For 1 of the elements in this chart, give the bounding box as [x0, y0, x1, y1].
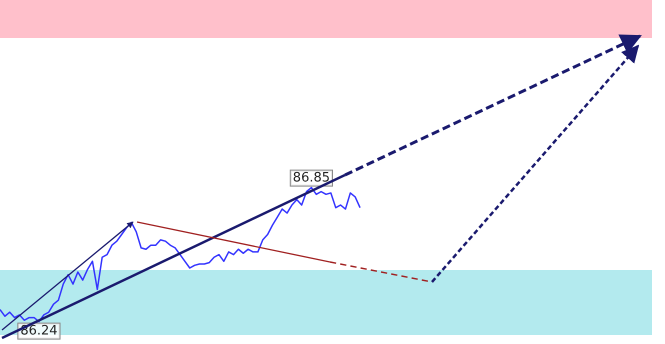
- text: 86.85: [292, 170, 330, 186]
